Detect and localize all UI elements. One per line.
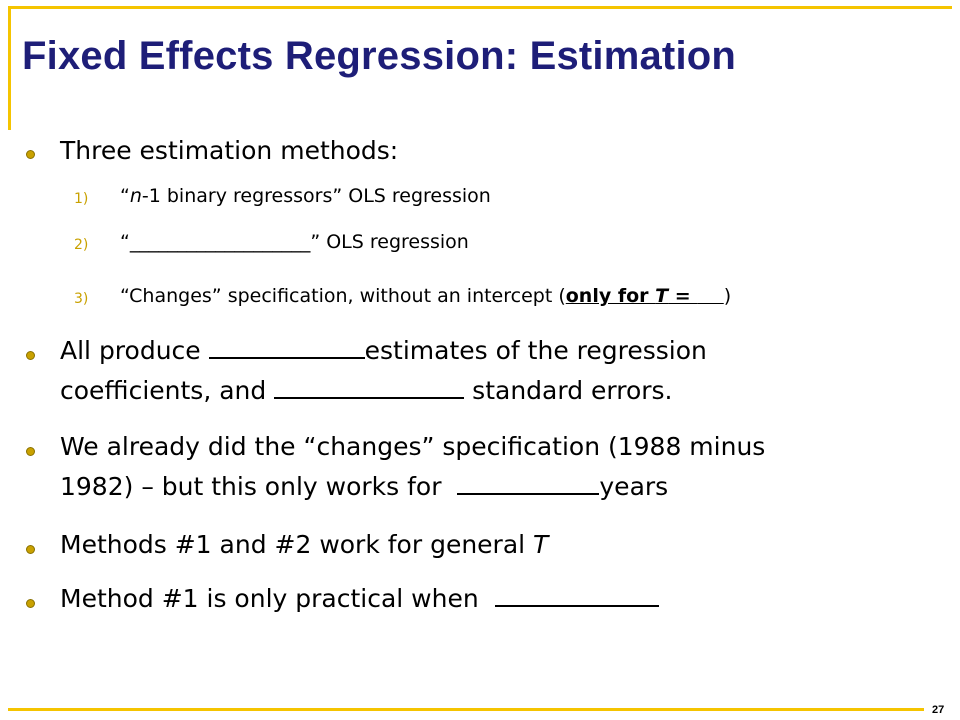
sub-number-3: 3)	[74, 291, 89, 307]
page-number: 27	[932, 704, 945, 716]
sub-item-1-n: n	[129, 185, 142, 207]
left-rule	[8, 6, 11, 130]
bullet-icon	[26, 599, 35, 608]
bullet-methods-general: Methods #1 and #2 work for general T	[60, 530, 548, 559]
sub-item-3-close: )	[723, 285, 732, 307]
b2-text-c: coefficients, and	[60, 376, 267, 405]
bullet-changes-line2: 1982) – but this only works for years	[60, 472, 668, 501]
bullet-icon	[26, 447, 35, 456]
sub-item-1-rest: -1 binary regressors” OLS regression	[141, 185, 491, 207]
sub-item-3-text: “Changes” specification, without an inte…	[120, 285, 566, 307]
sub-item-1-open: “	[120, 185, 130, 207]
sub-item-3-only-label: only for	[565, 285, 656, 307]
blank-estimates	[208, 357, 365, 359]
bullet-icon	[26, 545, 35, 554]
bullet-all-produce-line1: All produce estimates of the regression	[60, 336, 707, 365]
b2-text-b: estimates of the regression	[364, 336, 707, 365]
b4-text: Methods #1 and #2 work for general	[60, 530, 534, 559]
b4-T: T	[533, 530, 549, 559]
sub-item-3-T: T	[655, 285, 669, 307]
top-rule	[8, 6, 952, 9]
sub-item-3: “Changes” specification, without an inte…	[120, 285, 731, 307]
sub-item-3-only-for: only for T =	[566, 285, 724, 307]
blank-standard-errors	[274, 397, 465, 399]
sub-number-1: 1)	[74, 191, 89, 207]
sub-number-2: 2)	[74, 237, 89, 253]
sub-item-1: “n-1 binary regressors” OLS regression	[120, 185, 491, 207]
b2-text-d: standard errors.	[472, 376, 673, 405]
bottom-rule	[8, 708, 924, 711]
b3-text-b: 1982) – but this only works for	[60, 472, 442, 501]
sub-item-2: “___________________” OLS regression	[120, 231, 469, 253]
bullet-changes-line1: We already did the “changes” specificati…	[60, 432, 766, 461]
bullet-all-produce-line2: coefficients, and standard errors.	[60, 376, 673, 405]
blank-practical-when	[494, 605, 659, 607]
sub-item-3-eq: =	[668, 285, 698, 307]
bullet-icon	[26, 351, 35, 360]
bullet-method1-practical: Method #1 is only practical when	[60, 584, 659, 613]
bullet-icon	[26, 150, 35, 159]
b3-text-c: years	[599, 472, 669, 501]
b5-text: Method #1 is only practical when	[60, 584, 479, 613]
slide-title: Fixed Effects Regression: Estimation	[22, 34, 737, 78]
b2-text-a: All produce	[60, 336, 201, 365]
bullet-three-methods: Three estimation methods:	[60, 136, 399, 165]
blank-years	[457, 493, 600, 495]
